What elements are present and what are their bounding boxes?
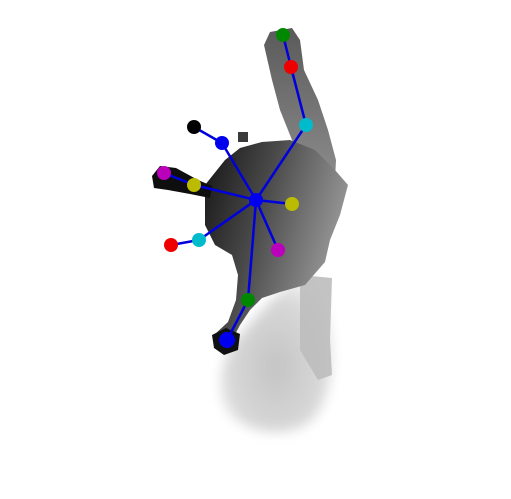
bone-pinky-lower bbox=[197, 198, 258, 242]
joint-index-dip bbox=[284, 60, 298, 74]
depth-fragment bbox=[238, 132, 248, 142]
joint-ring-mcp bbox=[187, 178, 201, 192]
joint-wrist-lower bbox=[219, 332, 235, 348]
joint-pinky-mcp bbox=[192, 233, 206, 247]
bone-index-middle bbox=[289, 65, 308, 127]
joint-pinky-tip bbox=[164, 238, 178, 252]
joint-wrist-upper bbox=[241, 293, 255, 307]
bone-wrist-upper bbox=[246, 198, 258, 302]
joint-middle-mcp bbox=[215, 136, 229, 150]
joint-index-mcp bbox=[299, 118, 313, 132]
joint-palm-center bbox=[249, 193, 263, 207]
joint-thumb-tip bbox=[271, 243, 285, 257]
bone-ring-lower bbox=[192, 183, 258, 202]
joint-middle-tip bbox=[187, 120, 201, 134]
skeleton-joints bbox=[157, 28, 313, 348]
palm-depth-region bbox=[205, 140, 348, 345]
joint-thumb-mcp bbox=[285, 197, 299, 211]
joint-index-tip bbox=[276, 28, 290, 42]
joint-ring-tip bbox=[157, 166, 171, 180]
forearm-depth-edge bbox=[300, 275, 332, 380]
bone-middle-lower bbox=[220, 141, 258, 202]
bone-index-lower bbox=[254, 123, 308, 202]
bone-thumb-b bbox=[254, 198, 280, 252]
